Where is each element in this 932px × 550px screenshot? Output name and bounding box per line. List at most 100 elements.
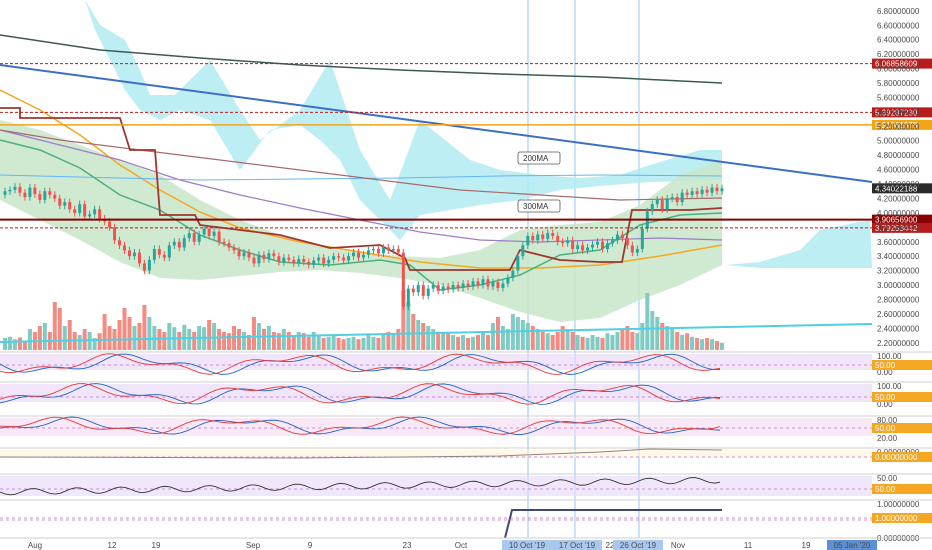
volume-bar xyxy=(286,332,291,350)
candle-body xyxy=(551,233,555,236)
volume-bar xyxy=(675,332,680,350)
candle-body xyxy=(680,192,684,203)
volume-bar xyxy=(466,338,471,350)
date-tick: Sep xyxy=(246,541,261,550)
candle-body xyxy=(476,281,480,286)
volume-bar xyxy=(311,332,316,350)
volume-bar xyxy=(635,333,640,350)
volume-bar xyxy=(590,335,595,350)
volume-bar xyxy=(147,317,152,350)
panel-band xyxy=(0,450,872,458)
candle-body xyxy=(48,191,52,195)
candle-body xyxy=(695,191,699,195)
candle-body xyxy=(556,235,560,242)
candle-body xyxy=(720,188,724,192)
price-tag-label: 3.79253442 xyxy=(875,224,918,233)
volume-bar xyxy=(505,329,510,350)
volume-bar xyxy=(137,323,142,350)
indicator-tag xyxy=(872,360,932,370)
price-tick: 4.40000000 xyxy=(877,180,920,189)
volume-bar xyxy=(242,332,246,350)
candle-body xyxy=(237,250,241,257)
candle-body xyxy=(366,250,370,255)
volume-bar xyxy=(237,329,242,350)
candle-body xyxy=(38,194,42,200)
candle-body xyxy=(456,285,460,288)
candle-body xyxy=(571,240,575,249)
volume-bar xyxy=(520,320,525,350)
price-tick: 4.00000000 xyxy=(877,209,920,218)
candle-body xyxy=(615,234,619,241)
ma200-annotation-label: 200MA xyxy=(523,154,549,163)
candle-body xyxy=(272,253,276,257)
candle-body xyxy=(531,235,535,241)
volume-bar xyxy=(351,336,356,350)
candle-body xyxy=(496,282,500,288)
date-tick: 19 xyxy=(152,541,161,550)
date-axis[interactable]: Aug 12 19 Sep 9 23 Oct 10 Oct '19 17 Oct '19 22 26… xyxy=(0,537,932,550)
candle-body xyxy=(162,254,166,258)
candle-body xyxy=(675,197,679,203)
volume-bar xyxy=(421,323,426,350)
price-tick: 3.60000000 xyxy=(877,238,920,247)
candle-body xyxy=(411,288,415,293)
candle-body xyxy=(426,288,430,296)
trend-line xyxy=(0,64,873,183)
candle-body xyxy=(312,260,316,265)
price-tag xyxy=(872,119,932,130)
candle-body xyxy=(670,197,674,199)
volume-bar xyxy=(695,338,700,350)
indicator-tick: 80.00 xyxy=(877,416,898,425)
volume-bar xyxy=(212,323,217,350)
volume-bar xyxy=(356,339,361,350)
candle-body xyxy=(232,247,236,251)
price-axis[interactable]: 6.06858609 5.39287230 5.21961978 4.34022188… xyxy=(872,7,932,543)
volume-bar xyxy=(296,332,301,350)
volume-bar xyxy=(650,311,655,350)
volume-bar xyxy=(515,317,520,350)
price-tick: 5.60000000 xyxy=(877,93,920,102)
price-tick: 2.40000000 xyxy=(877,324,920,333)
indicator-tick: 1.00000000 xyxy=(877,500,920,509)
candle-body xyxy=(113,227,117,241)
candle-body xyxy=(8,189,12,192)
ma-orange-line xyxy=(0,89,723,269)
candle-body xyxy=(118,240,122,246)
candle-body xyxy=(700,189,704,195)
indicator-tag-label: 1.00000000 xyxy=(875,514,918,523)
ma300-annotation-box xyxy=(517,199,561,213)
candle-body xyxy=(690,191,694,195)
candle-body xyxy=(257,254,261,264)
candle-body xyxy=(451,285,455,290)
indicator-tick: 50.00 xyxy=(877,474,898,483)
date-tick: Nov xyxy=(671,541,685,550)
volume-bar xyxy=(545,333,550,350)
volume-bar xyxy=(341,339,346,350)
candle-body xyxy=(187,233,191,239)
candle-body xyxy=(227,243,231,248)
volume-bar xyxy=(645,293,650,350)
candle-body xyxy=(486,279,490,287)
candle-body xyxy=(287,257,291,260)
volume-bar xyxy=(376,338,381,350)
candle-body xyxy=(73,209,77,213)
candle-body xyxy=(471,281,475,287)
volume-bar xyxy=(396,329,401,350)
volume-bar xyxy=(530,326,535,350)
volume-bar xyxy=(251,317,256,350)
volume-bar xyxy=(321,338,326,350)
volume-bar xyxy=(316,335,321,350)
volume-bar xyxy=(331,335,336,350)
candle-body xyxy=(630,245,634,253)
volume-bar xyxy=(665,326,670,350)
indicator-tag xyxy=(872,513,932,523)
candle-body xyxy=(655,199,659,205)
candle-body xyxy=(252,257,256,264)
candle-body xyxy=(441,286,445,291)
candle-body xyxy=(466,283,470,287)
volume-bar xyxy=(580,336,585,350)
volume-bar xyxy=(62,326,67,350)
volume-bar xyxy=(401,290,406,350)
candle-body xyxy=(436,285,440,291)
